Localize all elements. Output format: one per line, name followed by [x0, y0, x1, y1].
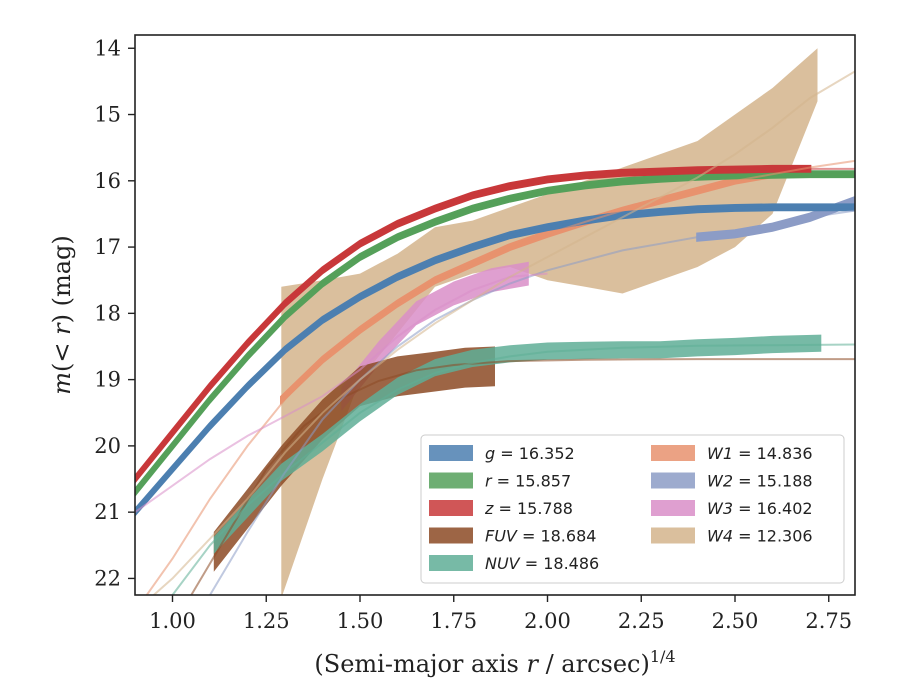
legend-swatch-r [429, 472, 473, 489]
x-tick-label: 1.75 [430, 609, 477, 633]
y-tick-label: 22 [94, 566, 121, 590]
y-tick-label: 16 [94, 169, 121, 193]
x-tick-label: 1.25 [243, 609, 290, 633]
legend-label-fuv: FUV = 18.684 [485, 527, 596, 546]
band-g [135, 203, 855, 517]
legend-swatch-z [429, 500, 473, 516]
x-tick-label: 1.00 [149, 609, 196, 633]
model-curve-nuv [171, 343, 855, 595]
legend-label-nuv: NUV = 18.486 [485, 554, 599, 573]
legend-swatch-w4 [651, 527, 695, 544]
x-tick-label: 2.75 [805, 609, 852, 633]
model-curve-w1 [145, 159, 855, 595]
legend-swatch-w1 [651, 445, 695, 461]
y-tick-label: 21 [94, 500, 121, 524]
model-curve-w3 [135, 272, 548, 514]
x-tick-label: 2.25 [618, 609, 665, 633]
legend-label-r: r = 15.857 [485, 472, 571, 491]
legend-swatch-nuv [429, 555, 473, 571]
y-axis-label: m(< r) (mag) [48, 235, 76, 395]
band-r [135, 170, 855, 497]
y-tick-label: 15 [94, 103, 121, 127]
x-tick-label: 1.50 [337, 609, 384, 633]
x-tick-label: 2.50 [712, 609, 759, 633]
y-tick-label: 18 [94, 301, 121, 325]
y-tick-label: 14 [94, 36, 121, 60]
band-z [135, 164, 812, 484]
axes: 1.00 1.25 1.50 1.75 2.00 2.25 2.50 2.75 14 15 16 17… [94, 34, 856, 633]
legend-label-w1: W1 = 14.836 [707, 444, 813, 463]
model-curve-z [135, 167, 855, 480]
x-axis-label: (Semi-major axis r / arcsec)1/4 [314, 647, 675, 678]
legend-label-w4: W4 = 12.306 [707, 527, 813, 546]
model-curve-g [135, 206, 855, 513]
legend-label-g: g = 16.352 [485, 444, 575, 463]
legend-swatch-g [429, 445, 473, 461]
legend-swatch-w3 [651, 500, 695, 516]
legend-box [420, 434, 845, 584]
model-curve-r [135, 173, 855, 493]
legend-label-w3: W3 = 16.402 [707, 499, 813, 518]
plot-frame [134, 34, 856, 596]
legend-label-z: z = 15.788 [484, 499, 573, 518]
model-curve-w2 [209, 209, 855, 595]
legend-label-w2: W2 = 15.188 [707, 472, 813, 491]
y-tick-label: 20 [94, 434, 121, 458]
x-tick-label: 2.00 [524, 609, 571, 633]
model-curve-w4 [152, 70, 855, 595]
y-tick-label: 17 [94, 235, 121, 259]
legend-swatch-fuv [429, 527, 473, 544]
legend-swatch-w2 [651, 472, 695, 489]
model-curves [135, 70, 855, 595]
model-curve-fuv [190, 358, 855, 595]
legend: g = 16.352 r = 15.857 z = 15.788 FUV = 18.6… [420, 434, 845, 584]
y-tick-label: 19 [94, 368, 121, 392]
